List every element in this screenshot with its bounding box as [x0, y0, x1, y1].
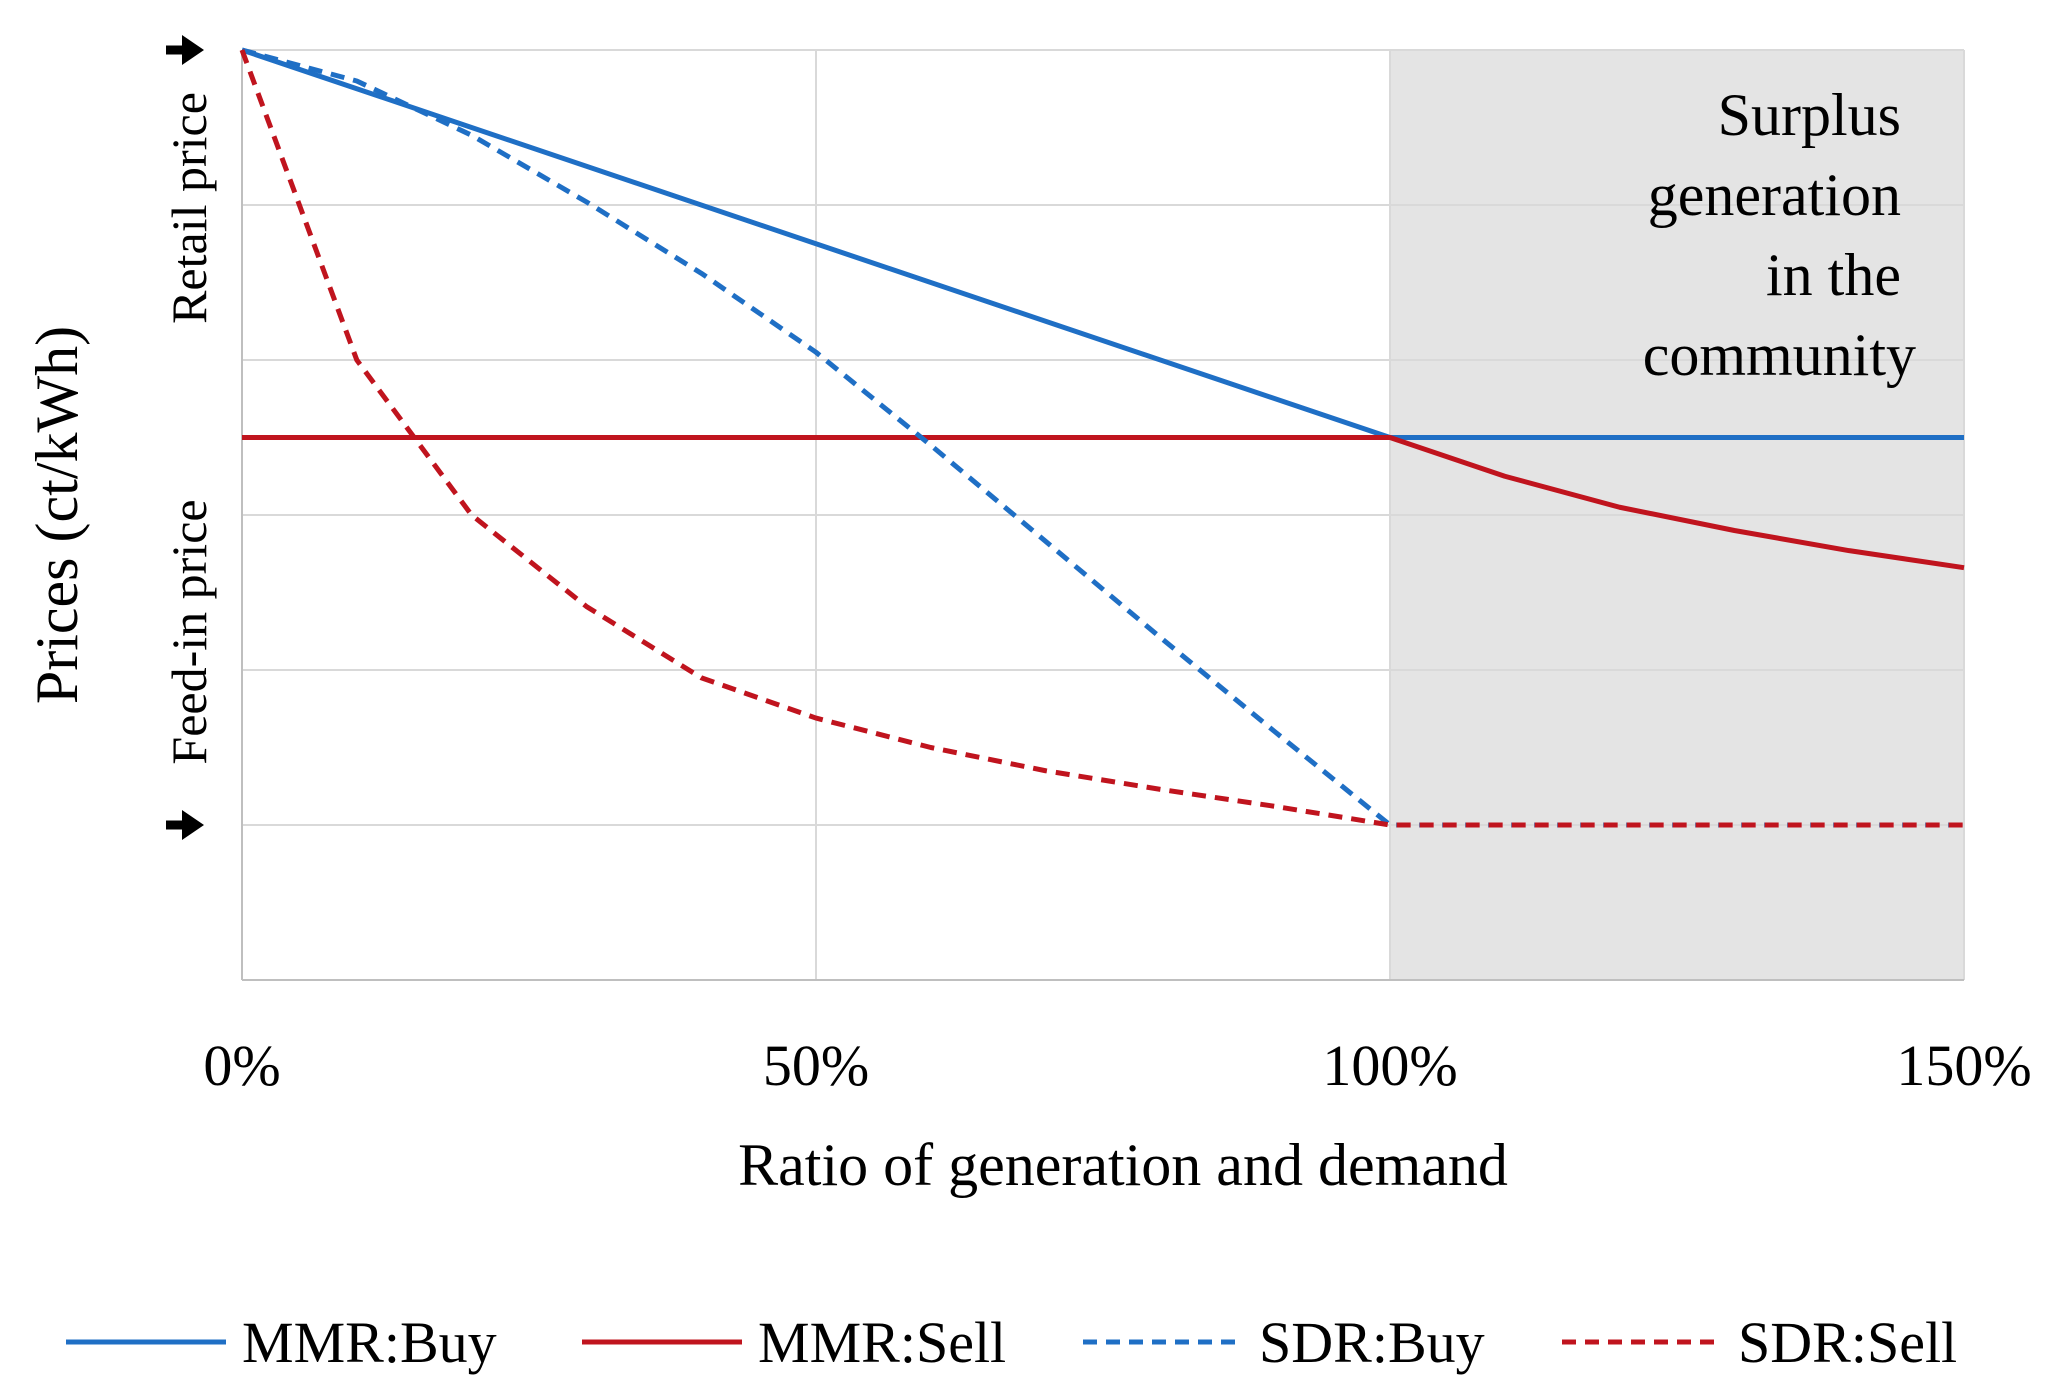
retail-price-label: Retail price [161, 92, 217, 324]
series-lines [239, 47, 1965, 828]
surplus-region-label: Surplus generation in the community [1643, 82, 1916, 388]
x-axis-title: Ratio of generation and demand [738, 1132, 1508, 1198]
legend-label: SDR:Sell [1738, 1310, 1957, 1375]
retail-price-arrow-icon [166, 35, 204, 65]
legend-label: MMR:Buy [242, 1310, 497, 1375]
feed-in-price-arrow-icon [166, 810, 204, 840]
y-axis-title: Prices (ct/kWh) [24, 326, 90, 704]
series-line-sdr-sell [239, 49, 1964, 828]
x-tick-label: 0% [203, 1033, 280, 1098]
x-tick-labels: 0% 50% 100% 150% [203, 1033, 2031, 1098]
x-tick-label: 50% [763, 1033, 869, 1098]
surplus-label-line: community [1643, 322, 1916, 388]
series-line-sdr-buy [241, 47, 1964, 828]
horizontal-gridlines [242, 49, 1964, 826]
x-tick-label: 100% [1322, 1033, 1457, 1098]
surplus-label-line: generation [1648, 162, 1901, 228]
series-line-mmr-sell [242, 435, 1965, 571]
x-tick-label: 150% [1896, 1033, 2031, 1098]
surplus-label-line: in the [1766, 242, 1901, 308]
vertical-gridlines [815, 50, 1965, 980]
legend: MMR:Buy MMR:Sell SDR:Buy SDR:Sell [66, 1310, 1957, 1375]
surplus-label-line: Surplus [1718, 82, 1901, 148]
legend-label: MMR:Sell [758, 1310, 1006, 1375]
feed-in-price-label: Feed-in price [161, 499, 217, 764]
legend-label: SDR:Buy [1259, 1310, 1485, 1375]
